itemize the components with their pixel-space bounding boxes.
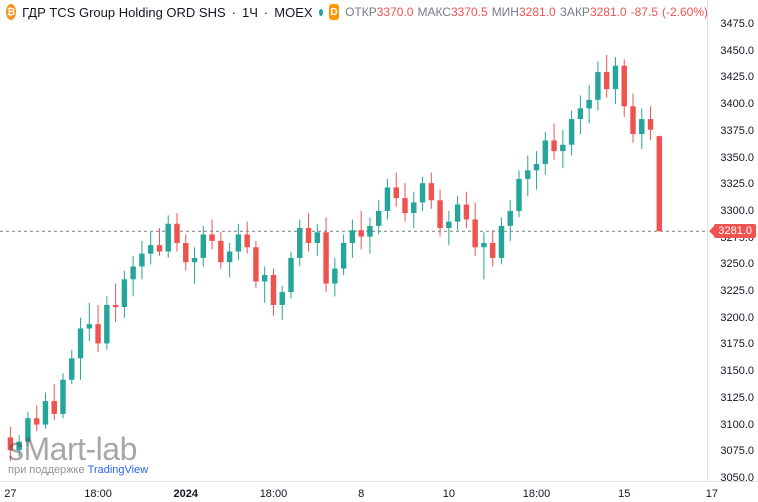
x-tick: 2024: [174, 488, 198, 500]
y-tick: 3375.0: [720, 125, 754, 137]
x-tick: 17: [706, 488, 718, 500]
tradingview-link[interactable]: TradingView: [88, 464, 149, 476]
x-tick: 18:00: [260, 488, 288, 500]
wm-sub-prefix: при поддержке: [8, 464, 88, 476]
wm-a: s: [8, 431, 24, 467]
watermark-sub: при поддержке TradingView: [8, 464, 148, 476]
x-tick: 10: [443, 488, 455, 500]
y-axis[interactable]: 3050.0 3075.0 3100.0 3125.0 3150.0 3175.0 3200…: [708, 0, 758, 482]
y-tick: 3400.0: [720, 98, 754, 110]
wm-b: M: [24, 431, 50, 467]
y-tick: 3250.0: [720, 258, 754, 270]
y-tick: 3050.0: [720, 472, 754, 484]
y-tick: 3350.0: [720, 152, 754, 164]
candlestick-svg: [0, 0, 708, 482]
y-tick: 3075.0: [720, 445, 754, 457]
y-tick: 3175.0: [720, 338, 754, 350]
x-tick: 18:00: [523, 488, 551, 500]
y-tick: 3125.0: [720, 392, 754, 404]
x-tick: 27: [4, 488, 16, 500]
y-tick: 3475.0: [720, 18, 754, 30]
chart-container: ₿ ГДР TCS Group Holding ORD SHS · 1Ч · M…: [0, 0, 758, 502]
wm-c: art-lab: [50, 431, 137, 467]
last-price-tag: 3281.0: [714, 224, 756, 238]
y-tick: 3150.0: [720, 365, 754, 377]
y-tick: 3200.0: [720, 312, 754, 324]
x-tick: 18:00: [84, 488, 112, 500]
x-tick: 15: [618, 488, 630, 500]
x-tick: 8: [358, 488, 364, 500]
x-axis[interactable]: 2718:00202418:0081018:001517: [0, 482, 708, 502]
y-tick: 3450.0: [720, 45, 754, 57]
y-tick: 3425.0: [720, 71, 754, 83]
y-tick: 3225.0: [720, 285, 754, 297]
watermark: sMart-lab при поддержке TradingView: [8, 431, 148, 476]
y-tick: 3300.0: [720, 205, 754, 217]
watermark-main: sMart-lab: [8, 431, 148, 468]
y-tick: 3325.0: [720, 178, 754, 190]
y-tick: 3100.0: [720, 419, 754, 431]
price-plot[interactable]: [0, 0, 708, 482]
